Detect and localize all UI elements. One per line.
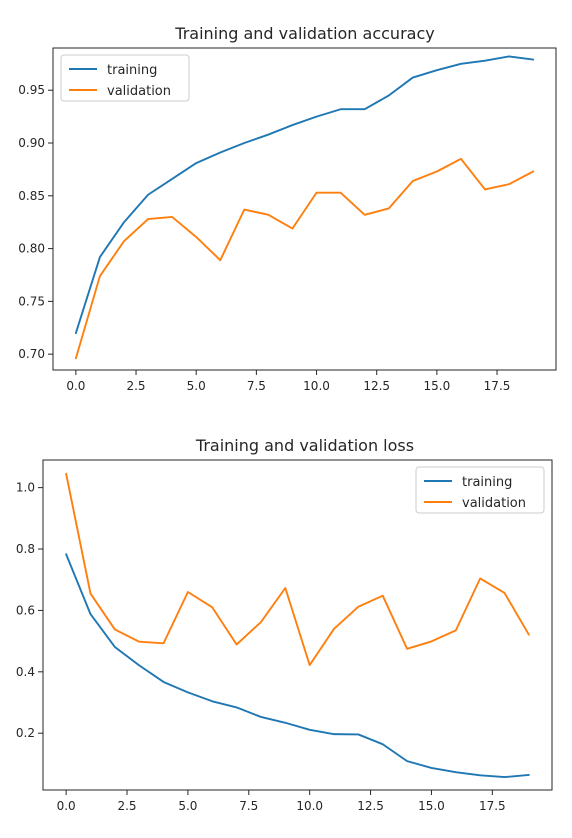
x-tick-label: 5.0	[187, 379, 206, 393]
y-tick-label: 0.95	[18, 83, 45, 97]
x-tick-label: 5.0	[178, 799, 197, 813]
series-line-training	[74, 55, 535, 334]
legend: training validation	[60, 54, 190, 102]
accuracy-chart: Training and validation accuracy 0.0 2.5 5…	[18, 24, 557, 393]
y-tick-label: 0.70	[18, 347, 45, 361]
y-tick-label: 0.4	[16, 665, 35, 679]
y-tick-label: 0.6	[16, 603, 35, 617]
x-tick-label: 10.0	[296, 799, 323, 813]
y-tick-label: 0.80	[18, 242, 45, 256]
legend-label-validation: validation	[107, 84, 171, 99]
y-tick-label: 1.0	[16, 481, 35, 495]
legend-label-training: training	[107, 63, 157, 78]
x-tick-label: 15.0	[424, 379, 451, 393]
x-tick-label: 17.5	[479, 799, 506, 813]
x-tick-label: 12.5	[357, 799, 384, 813]
chart-title: Training and validation loss	[195, 436, 414, 455]
x-tick-label: 2.5	[126, 379, 145, 393]
x-tick-label: 15.0	[418, 799, 445, 813]
x-tick-label: 2.5	[117, 799, 136, 813]
chart-title: Training and validation accuracy	[174, 24, 434, 43]
series-line-training	[65, 553, 530, 779]
x-tick-label: 0.0	[66, 379, 85, 393]
x-tick-label: 0.0	[57, 799, 76, 813]
loss-chart: Training and validation loss 0.0 2.5 5.0 7.…	[16, 436, 553, 813]
plot-frame	[52, 47, 557, 371]
x-tick-label: 7.5	[247, 379, 266, 393]
legend: training validation	[415, 466, 545, 514]
series-line-validation	[74, 157, 535, 360]
series-line-validation	[65, 472, 530, 667]
x-tick-label: 7.5	[239, 799, 258, 813]
y-tick-label: 0.85	[18, 189, 45, 203]
y-tick-label: 0.90	[18, 136, 45, 150]
y-tick-label: 0.8	[16, 542, 35, 556]
y-tick-label: 0.75	[18, 294, 45, 308]
x-tick-label: 10.0	[303, 379, 330, 393]
legend-label-training: training	[462, 475, 512, 490]
legend-label-validation: validation	[462, 496, 526, 511]
x-tick-label: 12.5	[363, 379, 390, 393]
plot-frame	[42, 459, 553, 791]
y-tick-label: 0.2	[16, 726, 35, 740]
x-tick-label: 17.5	[484, 379, 511, 393]
